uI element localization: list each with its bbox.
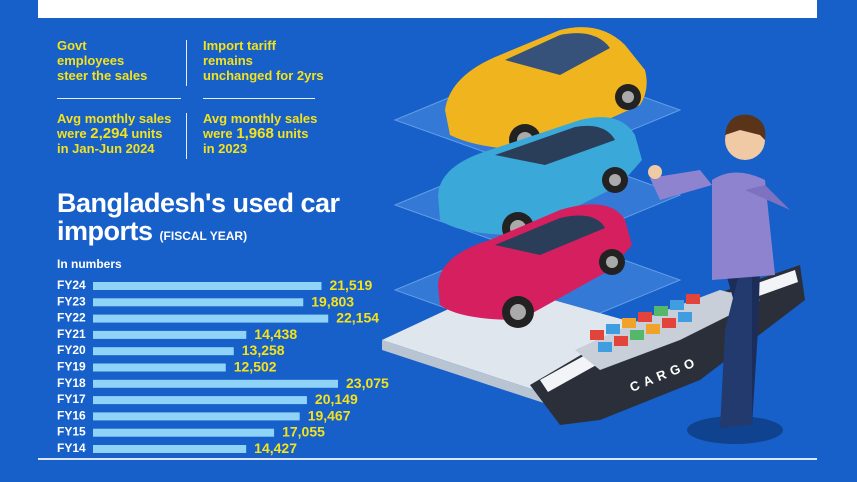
fact-2023-line3: in 2023 xyxy=(203,141,248,156)
value-label-fy23: 19,803 xyxy=(311,293,354,309)
fact-govt-employees: Govt employees steer the sales xyxy=(57,38,148,83)
bar-fy24 xyxy=(93,282,322,290)
value-label-fy19: 12,502 xyxy=(234,359,277,375)
category-label-fy19: FY19 xyxy=(57,360,86,374)
value-label-fy15: 17,055 xyxy=(282,424,325,440)
bar-fy21 xyxy=(93,330,247,339)
category-label-fy16: FY16 xyxy=(57,408,86,422)
value-label-fy22: 22,154 xyxy=(336,310,379,326)
category-label-fy22: FY22 xyxy=(57,311,86,325)
category-label-fy23: FY23 xyxy=(57,294,86,308)
fact-divider-horizontal-left xyxy=(57,98,181,99)
value-label-fy18: 23,075 xyxy=(346,375,389,391)
top-banner-strip xyxy=(38,0,817,18)
bar-fy22 xyxy=(93,314,329,323)
fact-2024-line2: were 2,294 units xyxy=(57,126,171,141)
fact-avg-sales-2024: Avg monthly sales were 2,294 units in Ja… xyxy=(57,111,171,156)
fact-2023-units: units xyxy=(273,126,309,141)
fact-divider-vertical-top xyxy=(186,40,187,86)
bar-fy16 xyxy=(93,412,300,421)
fact-2024-units: units xyxy=(127,126,163,141)
chart-title-line1: Bangladesh's used car xyxy=(57,188,340,218)
category-label-fy14: FY14 xyxy=(57,441,86,455)
chart-unit-label: In numbers xyxy=(57,257,122,271)
value-label-fy24: 21,519 xyxy=(329,277,372,293)
chart-title-line2: imports xyxy=(57,216,153,246)
category-label-fy21: FY21 xyxy=(57,327,86,341)
category-label-fy15: FY15 xyxy=(57,425,86,439)
bar-fy19 xyxy=(93,363,226,372)
bar-fy18 xyxy=(93,379,338,388)
value-label-fy14: 14,427 xyxy=(254,440,297,456)
chart-title-suffix: (FISCAL YEAR) xyxy=(159,229,248,243)
fact-2024-number: 2,294 xyxy=(90,125,128,142)
value-label-fy20: 13,258 xyxy=(242,342,285,358)
cars-ship-illustration: CARGO xyxy=(382,27,805,444)
red-car xyxy=(438,204,632,328)
bar-fy23 xyxy=(93,298,304,307)
bottom-divider xyxy=(38,458,817,460)
fact-divider-horizontal-right xyxy=(203,98,315,99)
chart-title-line2-wrap: imports (FISCAL YEAR) xyxy=(57,217,340,250)
category-label-fy20: FY20 xyxy=(57,343,86,357)
value-label-fy17: 20,149 xyxy=(315,391,358,407)
bar-fy15 xyxy=(93,428,275,437)
fact-2023-were: were xyxy=(203,126,237,141)
category-label-fy18: FY18 xyxy=(57,376,86,390)
fact-divider-vertical-bottom xyxy=(186,113,187,159)
fact-2024-line1: Avg monthly sales xyxy=(57,111,172,126)
fact-2023-line1: Avg monthly sales xyxy=(203,111,318,126)
fact-avg-sales-2023: Avg monthly sales were 1,968 units in 20… xyxy=(203,111,317,156)
chart-title: Bangladesh's used car imports (FISCAL YE… xyxy=(57,189,340,250)
value-label-fy16: 19,467 xyxy=(308,407,351,423)
bar-fy20 xyxy=(93,347,234,356)
fact-2024-were: were xyxy=(57,126,91,141)
value-label-fy21: 14,438 xyxy=(254,326,297,342)
category-label-fy24: FY24 xyxy=(57,278,86,292)
fact-import-tariff: Import tariff remains unchanged for 2yrs xyxy=(203,38,324,83)
bar-fy17 xyxy=(93,396,307,405)
category-label-fy17: FY17 xyxy=(57,392,86,406)
fact-2023-number: 1,968 xyxy=(236,125,274,142)
fact-2023-line2: were 1,968 units xyxy=(203,126,317,141)
fact-2024-line3: in Jan-Jun 2024 xyxy=(57,141,155,156)
person-figure xyxy=(648,114,790,444)
bar-fy14 xyxy=(93,445,247,453)
